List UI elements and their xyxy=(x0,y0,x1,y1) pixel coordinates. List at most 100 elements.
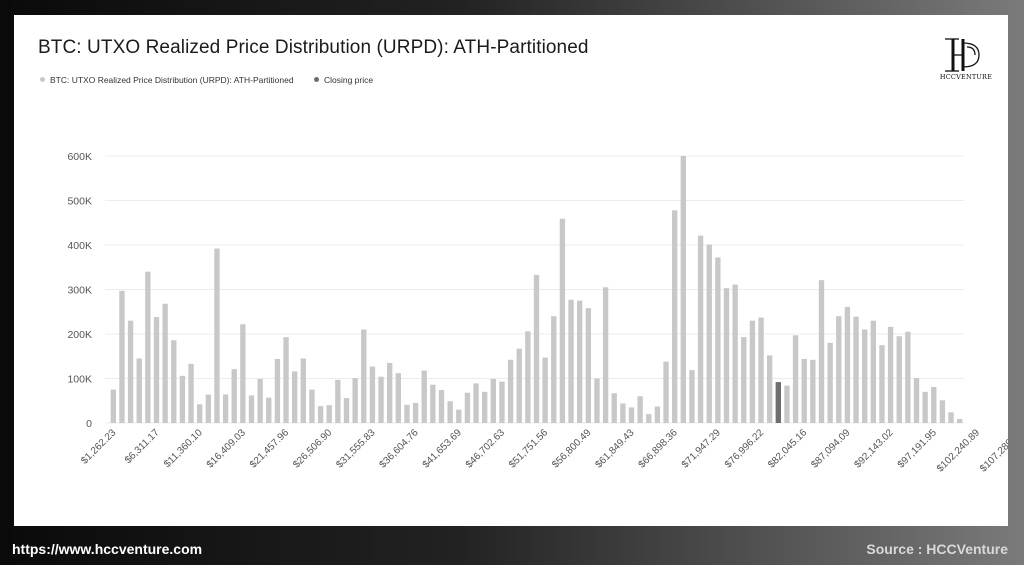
x-tick-label: $87,094.09 xyxy=(809,427,852,470)
bar xyxy=(162,303,168,423)
bar xyxy=(637,396,643,423)
legend-item-urpd[interactable]: BTC: UTXO Realized Price Distribution (U… xyxy=(40,75,294,85)
bar xyxy=(119,290,125,423)
bar xyxy=(499,381,505,423)
source-credit: Source : HCCVenture xyxy=(866,541,1008,557)
bar xyxy=(387,362,393,423)
x-tick-label: $102,240.89 xyxy=(935,427,982,474)
bar xyxy=(257,378,263,423)
bar xyxy=(309,389,315,423)
bar xyxy=(931,386,937,423)
x-tick-label: $51,751.56 xyxy=(507,427,550,470)
y-tick-label: 300K xyxy=(67,285,92,297)
bar xyxy=(283,337,289,423)
bar xyxy=(922,391,928,423)
bar xyxy=(438,390,445,423)
bar xyxy=(585,308,591,423)
bar xyxy=(197,404,203,423)
bar xyxy=(525,331,531,423)
bar xyxy=(136,358,142,423)
bar xyxy=(654,406,661,423)
hccventure-logo-mark xyxy=(945,38,980,72)
x-tick-label: $31,555.83 xyxy=(334,427,377,470)
bar xyxy=(672,210,678,423)
bar xyxy=(957,418,963,423)
bar xyxy=(274,358,281,423)
bar xyxy=(706,244,712,423)
bar xyxy=(127,320,134,423)
x-tick-label: $6,311.17 xyxy=(123,427,162,466)
bar xyxy=(836,316,842,423)
bar xyxy=(689,370,695,423)
bar xyxy=(723,288,730,423)
bar xyxy=(879,345,885,423)
bar xyxy=(447,401,453,423)
bar xyxy=(533,274,540,423)
y-tick-label: 100K xyxy=(67,374,92,386)
x-tick-label: $61,849.43 xyxy=(593,427,636,470)
bar xyxy=(482,391,488,423)
bar xyxy=(179,375,186,423)
bar xyxy=(749,320,756,423)
bar xyxy=(680,156,686,423)
bar xyxy=(697,235,704,423)
bar xyxy=(767,355,773,423)
bar xyxy=(801,358,807,423)
bar xyxy=(844,306,851,423)
y-tick-label: 0 xyxy=(86,418,92,430)
bar xyxy=(784,385,790,423)
urpd-bar-chart: 0 100K 200K 300K 400K 500K 600K $1,262.23 $6,311… xyxy=(67,151,1008,474)
legend-item-closing-price[interactable]: Closing price xyxy=(313,75,373,85)
bar xyxy=(214,248,220,423)
bar xyxy=(188,363,194,423)
x-tick-label: $82,045.16 xyxy=(766,427,809,470)
bar xyxy=(758,317,764,423)
bar xyxy=(810,359,816,423)
bar xyxy=(464,392,471,423)
bar xyxy=(887,326,894,423)
hccventure-logo: HCCVENTURE xyxy=(939,37,993,83)
y-tick-label: 500K xyxy=(67,196,92,208)
bar xyxy=(317,406,324,423)
bar xyxy=(153,317,160,423)
chart-title: BTC: UTXO Realized Price Distribution (U… xyxy=(38,37,589,58)
bar xyxy=(473,383,479,423)
x-tick-label: $66,898.36 xyxy=(637,427,680,470)
x-tick-label: $92,143.02 xyxy=(853,427,896,470)
bar xyxy=(551,316,557,423)
chart-legend: BTC: UTXO Realized Price Distribution (U… xyxy=(40,74,391,85)
logo-text: HCCVENTURE xyxy=(939,73,993,81)
bar xyxy=(343,398,350,423)
bar xyxy=(792,335,799,423)
x-tick-label: $11,360.10 xyxy=(162,427,205,470)
bar xyxy=(853,316,859,423)
bar xyxy=(594,378,600,423)
x-tick-label: $26,506.90 xyxy=(291,427,334,470)
x-tick-label: $36,604.76 xyxy=(378,427,421,470)
bar xyxy=(568,299,574,423)
x-tick-label: $41,653.69 xyxy=(421,427,464,470)
bar xyxy=(404,404,410,423)
website-url[interactable]: https://www.hccventure.com xyxy=(12,541,203,557)
x-tick-label: $46,702.63 xyxy=(464,427,507,470)
x-tick-label: $71,947.29 xyxy=(680,427,723,470)
bar xyxy=(412,402,419,423)
closing-price-bar xyxy=(775,382,781,423)
x-tick-label: $16,409.03 xyxy=(205,427,248,470)
chart-card: BTC: UTXO Realized Price Distribution (U… xyxy=(14,15,1008,526)
bar xyxy=(395,373,401,423)
bar xyxy=(905,331,911,423)
bar xyxy=(231,369,237,423)
bar xyxy=(430,384,436,423)
bar xyxy=(240,324,246,423)
x-tick-label: $56,800.49 xyxy=(550,427,593,470)
y-tick-label: 600K xyxy=(67,151,92,163)
bar xyxy=(611,393,617,423)
bar xyxy=(490,378,496,423)
x-tick-label: $107,289.82 xyxy=(978,427,1008,474)
bar xyxy=(378,376,384,423)
x-tick-label: $21,457.96 xyxy=(248,427,291,470)
bar xyxy=(646,414,652,423)
bar xyxy=(516,348,522,423)
bar xyxy=(145,271,151,423)
